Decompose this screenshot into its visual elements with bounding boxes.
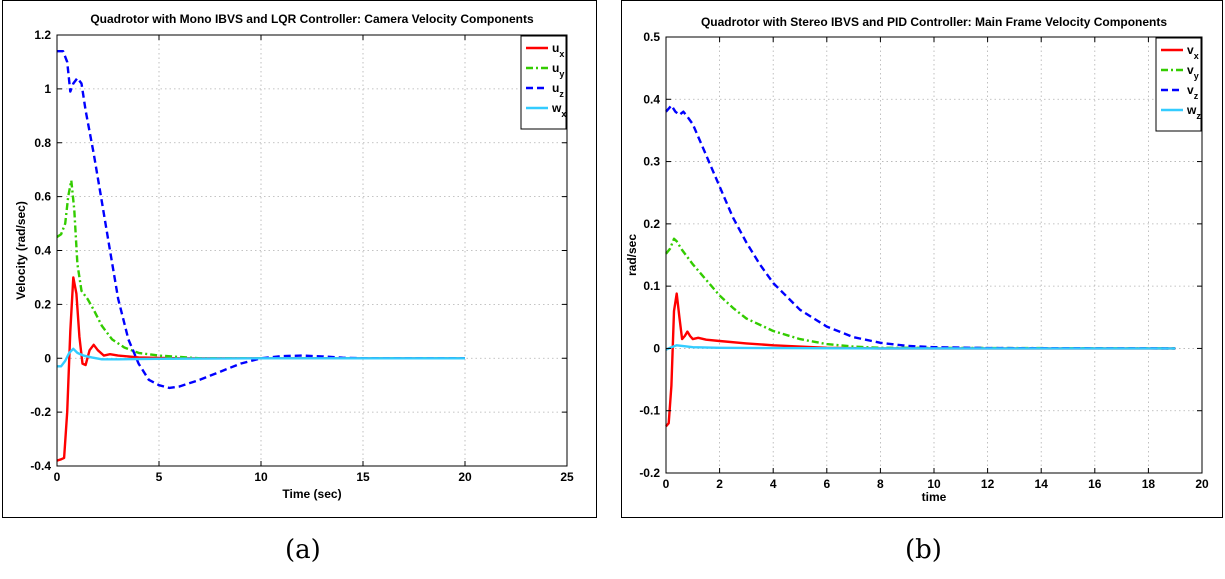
chart-b-svg: 0 2 4 6 8 10 12 14 16 18 20 -0.2 -0.1 0 0.1 0.2 0.3 0.4 0.…: [625, 15, 1209, 504]
chart-a-y-tick-label: 0: [44, 351, 51, 365]
chart-a-x-tick-label: 20: [458, 470, 472, 484]
chart-a-y-tick-label: 0.6: [34, 190, 51, 204]
chart-a-x-tick-label: 0: [54, 470, 61, 484]
chart-b-series-vx-line: [665, 292, 1176, 428]
chart-a-x-tick-label: 15: [356, 470, 370, 484]
chart-a-y-tick-label: 0.4: [34, 244, 51, 258]
chart-a-y-tick-label: 0.8: [34, 136, 51, 150]
chart-b-y-tick-label: 0.2: [643, 217, 660, 231]
chart-b-y-tick-label: -0.1: [639, 404, 660, 418]
chart-b-legend-box: [1155, 37, 1202, 132]
chart-b-x-tick-label: 16: [1088, 477, 1102, 491]
chart-b-x-axis-label: time: [922, 490, 947, 504]
chart-a-legend: ux uy uz wx: [520, 35, 567, 130]
chart-a-y-tick-label: -0.4: [30, 459, 51, 473]
chart-b-x-tick-label: 0: [663, 477, 670, 491]
chart-a-series-uz-line: [57, 50, 465, 390]
chart-b-legend-label-vy: vy: [1187, 63, 1199, 81]
chart-b-y-tick-label: 0.4: [643, 92, 660, 106]
chart-b-y-tick-label: 0.5: [643, 30, 660, 44]
chart-panel-b: 0 2 4 6 8 10 12 14 16 18 20 -0.2 -0.1 0 0.1 0.2 0.3 0.4 0.…: [621, 0, 1223, 518]
chart-b-x-tick-label: 2: [716, 477, 723, 491]
chart-a-legend-box: [520, 35, 567, 130]
chart-b-legend-label-vx: vx: [1187, 43, 1199, 61]
chart-b-x-tick-label: 8: [877, 477, 884, 491]
chart-b-series-vy-line: [665, 237, 1176, 350]
chart-a-x-tick-label: 10: [254, 470, 268, 484]
chart-a-legend-label-ux: ux: [552, 41, 564, 59]
chart-a-x-axis-label: Time (sec): [282, 487, 341, 501]
chart-b-x-tick-label: 20: [1195, 477, 1209, 491]
chart-a-legend-label-wx: wx: [551, 101, 566, 119]
chart-panel-a: 0 5 10 15 20 25 -0.4 -0.2 0 0.2 0.4 0.6 0.8 1 1.2 Quadr…: [2, 0, 597, 518]
chart-b-legend: vx vy vz wz: [1155, 37, 1202, 132]
chart-b-x-tick-label: 18: [1142, 477, 1156, 491]
chart-b-x-tick-label: 14: [1035, 477, 1049, 491]
caption-a: (a): [285, 535, 321, 565]
chart-b-x-tick-label: 10: [927, 477, 941, 491]
chart-b-y-axis-label: rad/sec: [625, 234, 639, 276]
chart-a-legend-label-uy: uy: [552, 61, 564, 79]
chart-b-series-wz-line: [665, 344, 1176, 351]
chart-b-plot-area: [666, 37, 1202, 473]
chart-a-title: Quadrotor with Mono IBVS and LQR Control…: [90, 12, 534, 26]
chart-b-legend-label-vz: vz: [1187, 83, 1199, 101]
chart-a-x-tick-label: 25: [560, 470, 574, 484]
chart-b-y-tick-label: 0.3: [643, 155, 660, 169]
chart-a-y-axis-label: Velocity (rad/sec): [14, 201, 28, 300]
chart-b-series-vz-line: [665, 104, 1176, 350]
chart-b-y-tick-label: -0.2: [639, 466, 660, 480]
chart-b-x-tick-label: 12: [981, 477, 995, 491]
chart-a-svg: 0 5 10 15 20 25 -0.4 -0.2 0 0.2 0.4 0.6 0.8 1 1.2 Quadr…: [14, 12, 574, 501]
chart-b-x-tick-label: 4: [770, 477, 777, 491]
chart-a-y-tick-label: 1: [44, 82, 51, 96]
chart-a-series-wx-line: [57, 347, 465, 368]
chart-b-title: Quadrotor with Stereo IBVS and PID Contr…: [701, 15, 1167, 29]
chart-b-x-tick-label: 6: [823, 477, 830, 491]
chart-a-x-tick-label: 5: [156, 470, 163, 484]
chart-a-y-tick-label: 0.2: [34, 297, 51, 311]
chart-b-legend-label-wz: wz: [1186, 103, 1201, 121]
chart-b-y-tick-label: 0: [653, 341, 660, 355]
chart-a-y-tick-label: -0.2: [30, 405, 51, 419]
chart-a-legend-label-uz: uz: [552, 81, 564, 99]
caption-b: (b): [905, 535, 942, 565]
chart-a-y-tick-label: 1.2: [34, 28, 51, 42]
chart-a-series-uy-line: [56, 179, 465, 360]
chart-a-plot-area: [57, 35, 567, 466]
chart-b-y-tick-label: 0.1: [643, 279, 660, 293]
